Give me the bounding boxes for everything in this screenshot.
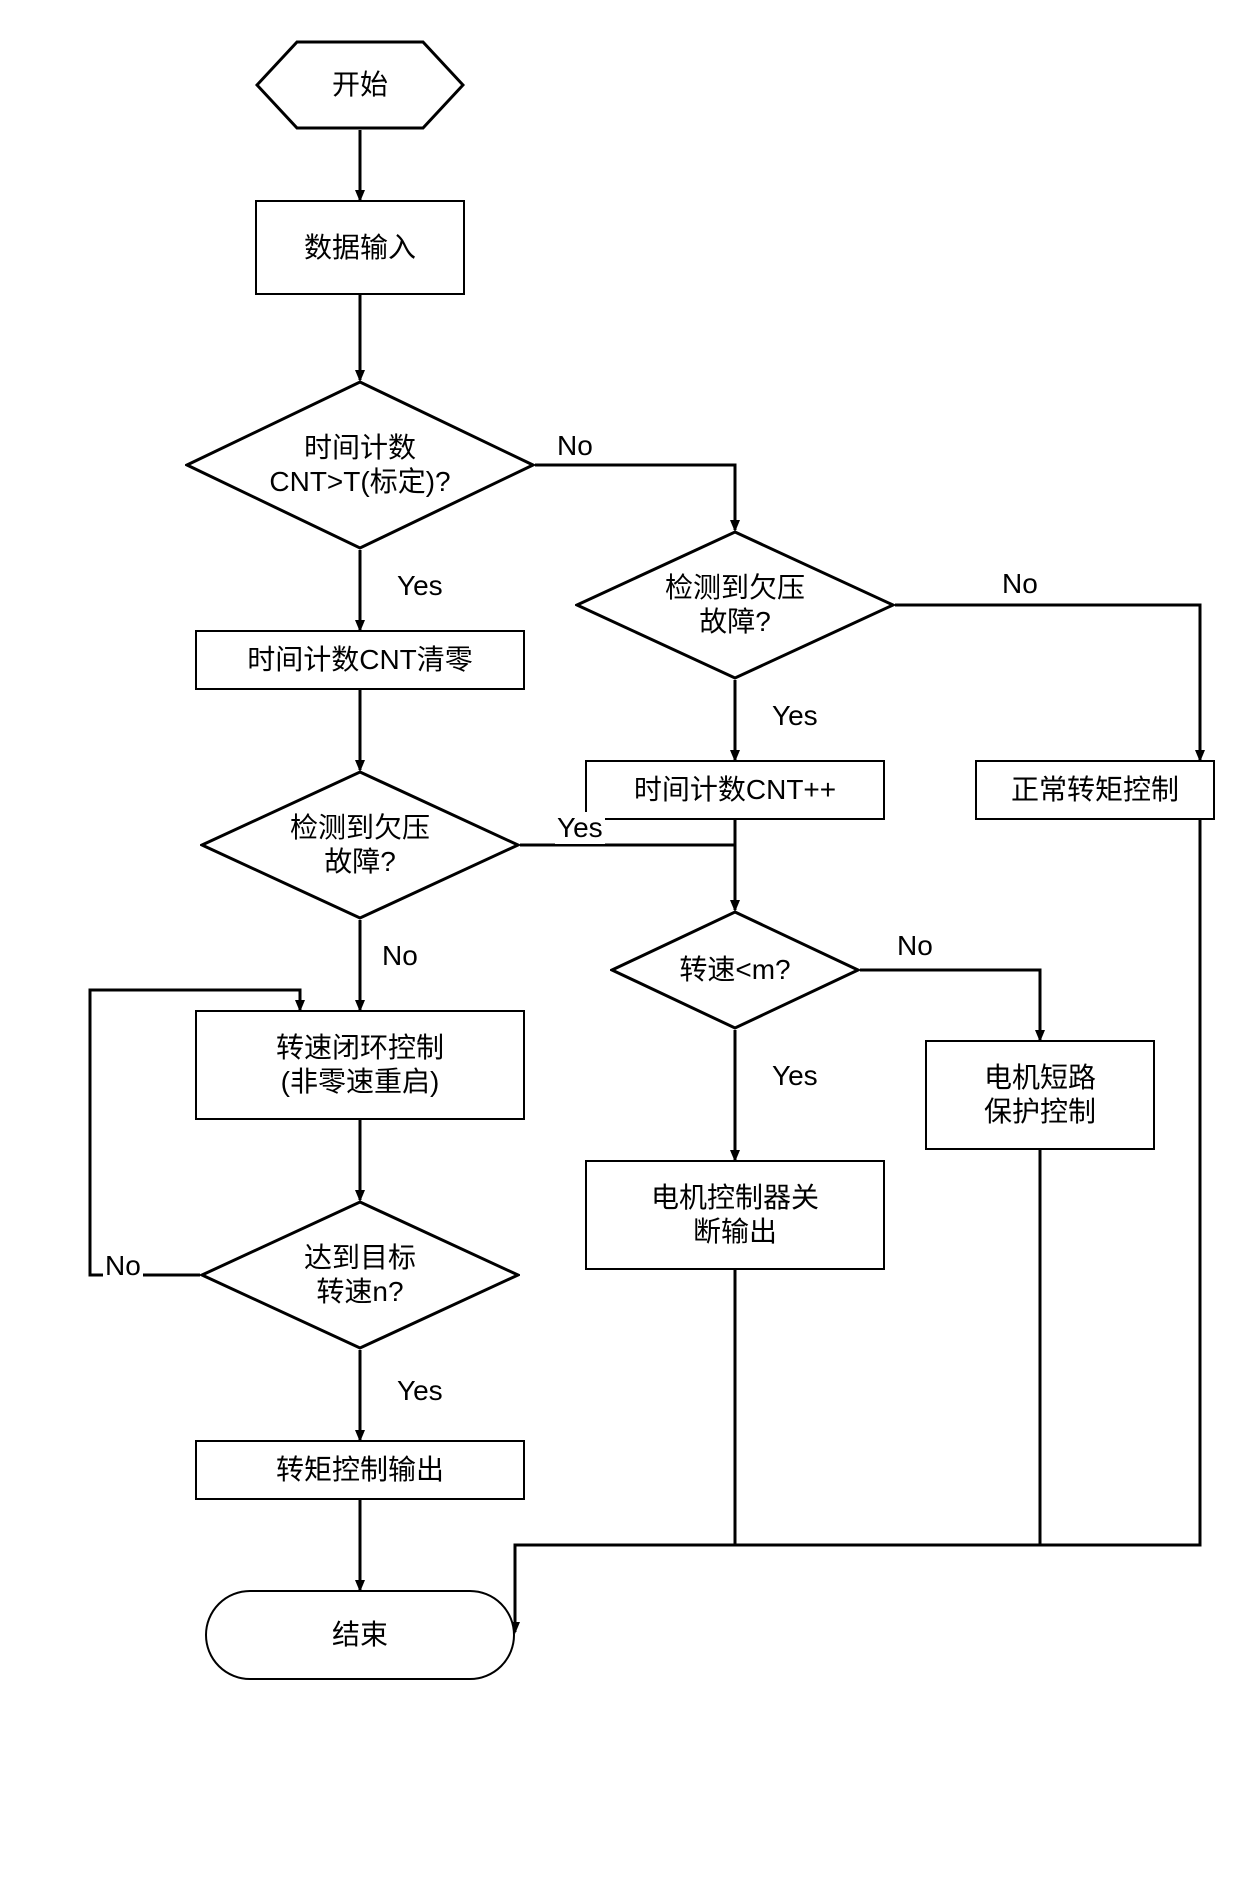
node-dec-uv2-label: 检测到欠压 故障? <box>665 571 805 638</box>
edge-label-no-1: No <box>555 430 595 462</box>
edge-label-yes-1: Yes <box>395 570 445 602</box>
node-data-input: 数据输入 <box>255 200 465 295</box>
node-normal-tq-label: 正常转矩控制 <box>1011 773 1179 807</box>
node-dec-uv1: 检测到欠压 故障? <box>200 770 520 920</box>
node-dec-speed-m-label: 转速<m? <box>679 953 790 987</box>
node-dec-speed-m: 转速<m? <box>610 910 860 1030</box>
edge-label-yes-2: Yes <box>395 1375 445 1407</box>
node-speed-loop-label: 转速闭环控制 (非零速重启) <box>276 1031 444 1098</box>
edge-label-no-4: No <box>895 930 935 962</box>
node-motor-short: 电机短路 保护控制 <box>925 1040 1155 1150</box>
edge-label-no-2: No <box>380 940 420 972</box>
node-cnt-clear-label: 时间计数CNT清零 <box>247 643 473 677</box>
edge-label-no-5: No <box>1000 568 1040 600</box>
edge-label-no-3: No <box>103 1250 143 1282</box>
edge-label-yes-5: Yes <box>770 1060 820 1092</box>
edge-label-yes-3: Yes <box>770 700 820 732</box>
node-dec-target-label: 达到目标 转速n? <box>304 1241 416 1308</box>
node-end: 结束 <box>205 1590 515 1680</box>
node-dec-uv2: 检测到欠压 故障? <box>575 530 895 680</box>
node-dec-uv1-label: 检测到欠压 故障? <box>290 811 430 878</box>
node-speed-loop: 转速闭环控制 (非零速重启) <box>195 1010 525 1120</box>
node-data-input-label: 数据输入 <box>304 231 416 265</box>
node-normal-tq: 正常转矩控制 <box>975 760 1215 820</box>
node-dec-cnt-t: 时间计数 CNT>T(标定)? <box>185 380 535 550</box>
node-mc-shutdown: 电机控制器关 断输出 <box>585 1160 885 1270</box>
node-start: 开始 <box>255 40 465 130</box>
edge-label-yes-4: Yes <box>555 812 605 844</box>
node-motor-short-label: 电机短路 保护控制 <box>984 1061 1096 1128</box>
node-dec-target: 达到目标 转速n? <box>200 1200 520 1350</box>
node-start-label: 开始 <box>332 68 388 102</box>
node-end-label: 结束 <box>332 1618 388 1652</box>
node-mc-shutdown-label: 电机控制器关 断输出 <box>651 1181 819 1248</box>
node-cnt-clear: 时间计数CNT清零 <box>195 630 525 690</box>
node-cnt-inc-label: 时间计数CNT++ <box>634 773 836 807</box>
node-torque-out: 转矩控制输出 <box>195 1440 525 1500</box>
node-cnt-inc: 时间计数CNT++ <box>585 760 885 820</box>
node-dec-cnt-t-label: 时间计数 CNT>T(标定)? <box>269 431 450 498</box>
node-torque-out-label: 转矩控制输出 <box>276 1453 444 1487</box>
